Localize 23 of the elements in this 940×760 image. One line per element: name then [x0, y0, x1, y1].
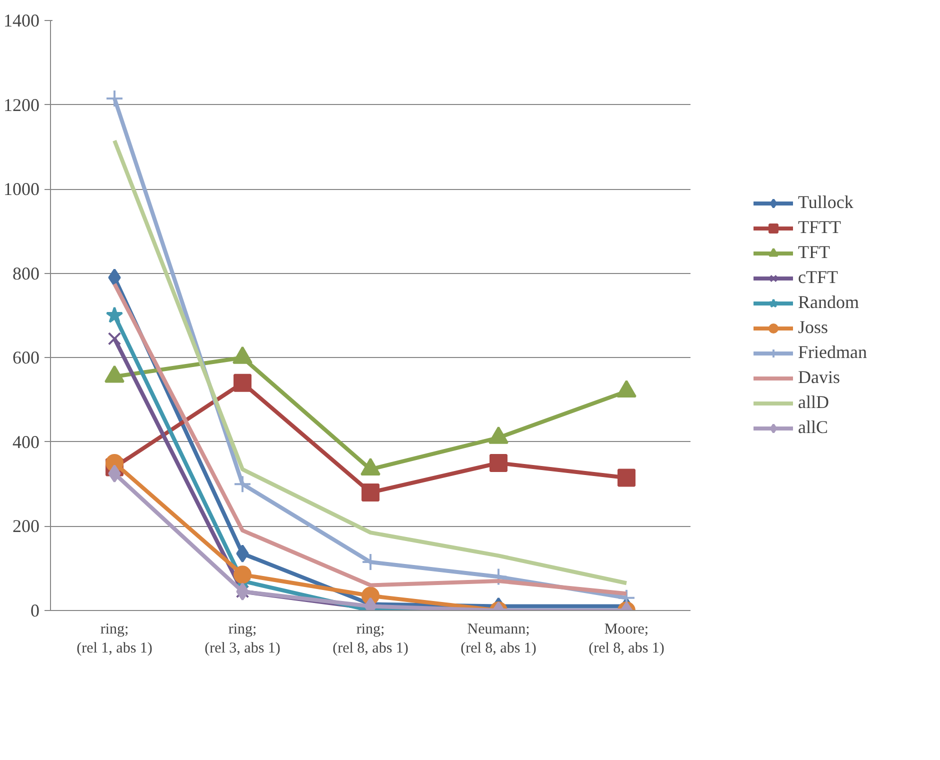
y-tick-label: 600: [12, 348, 40, 368]
legend-label: TFTT: [798, 217, 841, 238]
legend-label: TFT: [798, 242, 830, 263]
legend-label: Tullock: [798, 192, 854, 213]
x-tick-label: Neumann; (rel 8, abs 1): [460, 622, 536, 657]
y-tick-label: 800: [12, 263, 40, 284]
x-tick-label: ring; (rel 8, abs 1): [332, 622, 408, 657]
y-tick-label: 400: [12, 432, 40, 452]
legend-label: Friedman: [798, 342, 867, 363]
y-tick-label: 1400: [4, 10, 40, 30]
legend-label: Joss: [798, 317, 828, 338]
legend-label: allC: [798, 417, 828, 438]
legend-label: cTFT: [798, 267, 838, 288]
x-tick-label: ring; (rel 3, abs 1): [204, 622, 280, 657]
legend-label: allD: [798, 392, 829, 413]
x-tick-label: ring; (rel 1, abs 1): [76, 622, 152, 657]
y-tick-label: 1000: [4, 179, 40, 200]
y-tick-label: 0: [30, 600, 40, 620]
y-tick-label: 1200: [4, 94, 40, 115]
legend-label: Random: [798, 292, 859, 313]
legend-label: Davis: [798, 367, 840, 388]
y-tick-label: 200: [12, 516, 40, 536]
x-tick-label: Moore; (rel 8, abs 1): [588, 622, 664, 657]
